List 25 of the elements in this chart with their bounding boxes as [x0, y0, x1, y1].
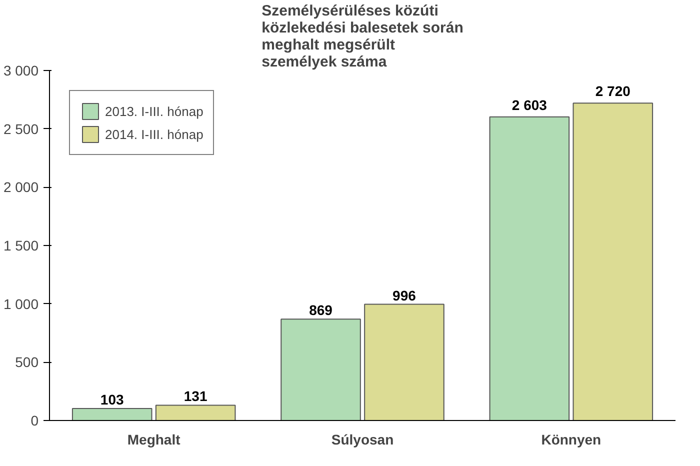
legend-label: 2014. I-III. hónap	[105, 126, 204, 142]
y-tick-label: 500	[15, 354, 39, 370]
x-tick-label: Meghalt	[127, 432, 181, 448]
data-label: 103	[100, 391, 124, 408]
bar	[489, 116, 570, 420]
bar	[72, 408, 152, 420]
x-tick-label: Súlyosan	[331, 432, 394, 448]
data-label: 2 603	[512, 96, 548, 113]
x-tick-label: Könnyen	[541, 432, 602, 448]
data-label: 131	[184, 388, 208, 404]
legend-label: 2013. I-III. hónap	[105, 104, 204, 118]
y-tick-label: 1 000	[3, 296, 39, 312]
data-label: 869	[309, 302, 333, 318]
bar	[155, 404, 236, 420]
y-tick-label: 2 500	[3, 120, 39, 137]
chart-title: Személysérüléses közúti közlekedési balesetek során meghalt megsérült személyek száma	[262, 2, 464, 70]
y-tick-label: 0	[30, 412, 39, 428]
data-label: 2 720	[595, 83, 631, 100]
data-label: 996	[392, 287, 416, 304]
y-tick-label: 1 500	[3, 238, 39, 254]
y-tick-label: 2 000	[3, 179, 39, 196]
bar	[572, 102, 654, 420]
y-tick-label: 3 000	[3, 62, 39, 78]
bar	[280, 318, 361, 420]
bar	[364, 304, 444, 420]
